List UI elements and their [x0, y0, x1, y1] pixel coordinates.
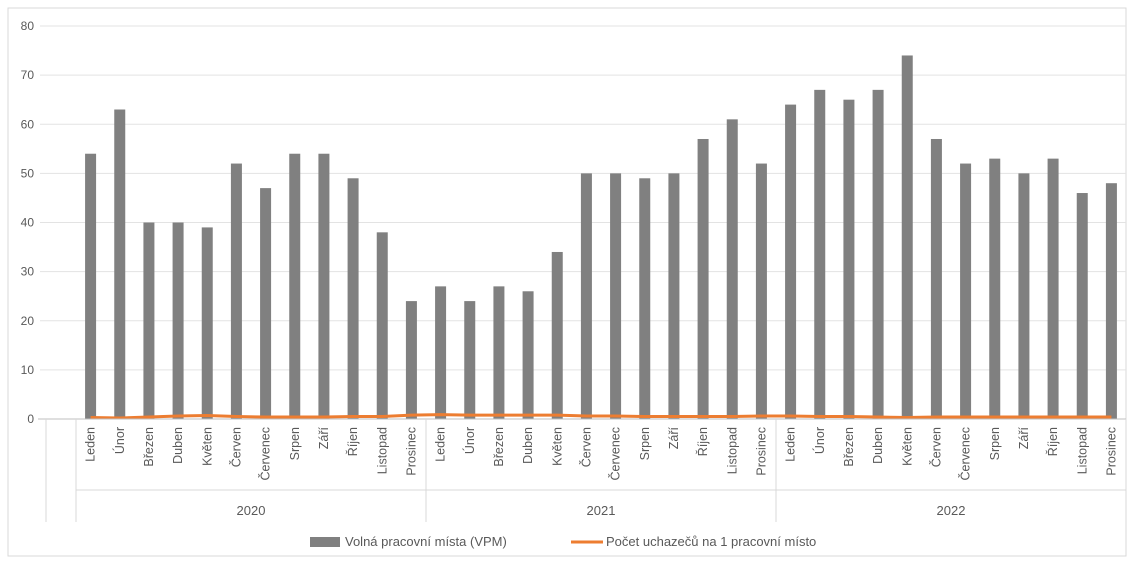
- legend: Volná pracovní místa (VPM) Počet uchazeč…: [310, 534, 816, 549]
- month-tick-label: Červenec: [258, 427, 273, 481]
- month-tick-label: Duben: [521, 427, 535, 464]
- line-path: [90, 413, 1112, 420]
- line-series: [90, 413, 1112, 420]
- month-tick-label: Srpen: [638, 427, 652, 460]
- month-tick-label: Duben: [171, 427, 185, 464]
- bar: [814, 89, 826, 420]
- month-tick-label: Říjen: [345, 427, 360, 456]
- bar: [697, 138, 709, 420]
- year-tick-label: 2022: [937, 503, 966, 518]
- bar: [843, 99, 855, 419]
- month-tick-label: Srpen: [988, 427, 1002, 460]
- month-tick-label: Březen: [842, 427, 856, 467]
- bar: [143, 222, 155, 419]
- bar: [930, 138, 942, 420]
- bar: [755, 163, 767, 419]
- bar: [960, 163, 972, 419]
- bar: [726, 119, 738, 420]
- bar: [639, 178, 651, 419]
- bar: [901, 55, 913, 419]
- y-tick-label: 70: [21, 68, 35, 82]
- month-tick-label: Květen: [900, 427, 914, 466]
- month-tick-label: Září: [317, 426, 331, 449]
- month-tick-label: Červen: [578, 427, 593, 467]
- month-tick-label: Listopad: [725, 427, 739, 474]
- bar: [85, 153, 97, 419]
- y-tick-label: 80: [21, 19, 35, 33]
- bar: [464, 301, 476, 419]
- bar: [347, 178, 359, 419]
- month-tick-label: Září: [667, 426, 681, 449]
- month-tick-label: Říjen: [695, 427, 710, 456]
- month-tick-label: Únor: [462, 427, 477, 454]
- month-tick-label: Červenec: [958, 427, 973, 481]
- legend-label-bars: Volná pracovní místa (VPM): [345, 534, 507, 549]
- month-tick-label: Leden: [84, 427, 98, 462]
- year-tick-label: 2020: [237, 503, 266, 518]
- month-tick-label: Leden: [784, 427, 798, 462]
- month-tick-label: Říjen: [1045, 427, 1060, 456]
- bar: [610, 173, 622, 419]
- month-tick-label: Prosinec: [1104, 427, 1118, 476]
- bar: [376, 232, 388, 419]
- legend-label-line: Počet uchazečů na 1 pracovní místo: [606, 534, 816, 549]
- month-tick-label: Březen: [142, 427, 156, 467]
- x-axis: Leden Únor Březen Duben Květen Červen Červenec…: [38, 418, 1127, 522]
- month-tick-label: Leden: [434, 427, 448, 462]
- bar: [405, 301, 417, 419]
- y-axis-ticks: 0 10 20 30 40 50 60 70 80: [21, 19, 35, 426]
- bar: [201, 227, 213, 419]
- month-tick-label: Září: [1017, 426, 1031, 449]
- year-tick-label: 2021: [587, 503, 616, 518]
- bar: [989, 158, 1001, 419]
- month-tick-label: Březen: [492, 427, 506, 467]
- month-tick-label: Červen: [228, 427, 243, 467]
- month-tick-label: Listopad: [1075, 427, 1089, 474]
- month-tick-label: Srpen: [288, 427, 302, 460]
- y-tick-label: 50: [21, 166, 35, 180]
- month-tick-label: Duben: [871, 427, 885, 464]
- bar: [1047, 158, 1059, 419]
- y-tick-label: 60: [21, 117, 35, 131]
- bar: [260, 188, 272, 419]
- month-tick-label: Únor: [112, 427, 127, 454]
- month-tick-label: Červen: [928, 427, 943, 467]
- bar: [289, 153, 301, 419]
- bar: [580, 173, 592, 419]
- month-tick-label: Květen: [200, 427, 214, 466]
- y-tick-label: 30: [21, 265, 35, 279]
- bar: [318, 153, 330, 419]
- month-tick-label: Listopad: [375, 427, 389, 474]
- bar: [522, 291, 534, 419]
- bar: [230, 163, 242, 419]
- month-tick-label: Únor: [812, 427, 827, 454]
- bar-series: [85, 55, 1117, 420]
- bar: [785, 104, 797, 419]
- bar: [668, 173, 680, 419]
- bar: [872, 89, 884, 420]
- y-tick-label: 0: [27, 412, 34, 426]
- bar: [1076, 193, 1088, 419]
- y-tick-label: 10: [21, 363, 35, 377]
- month-tick-label: Květen: [550, 427, 564, 466]
- month-tick-label: Červenec: [608, 427, 623, 481]
- bar: [1018, 173, 1030, 419]
- bar: [1105, 183, 1117, 419]
- bar: [172, 222, 184, 419]
- bar: [551, 251, 563, 419]
- y-tick-label: 20: [21, 314, 35, 328]
- legend-swatch-bars: [310, 537, 340, 547]
- bar: [114, 109, 126, 419]
- bar: [493, 286, 505, 419]
- month-tick-label: Prosinec: [404, 427, 418, 476]
- month-tick-label: Prosinec: [754, 427, 768, 476]
- bar: [435, 286, 447, 419]
- y-tick-label: 40: [21, 216, 35, 230]
